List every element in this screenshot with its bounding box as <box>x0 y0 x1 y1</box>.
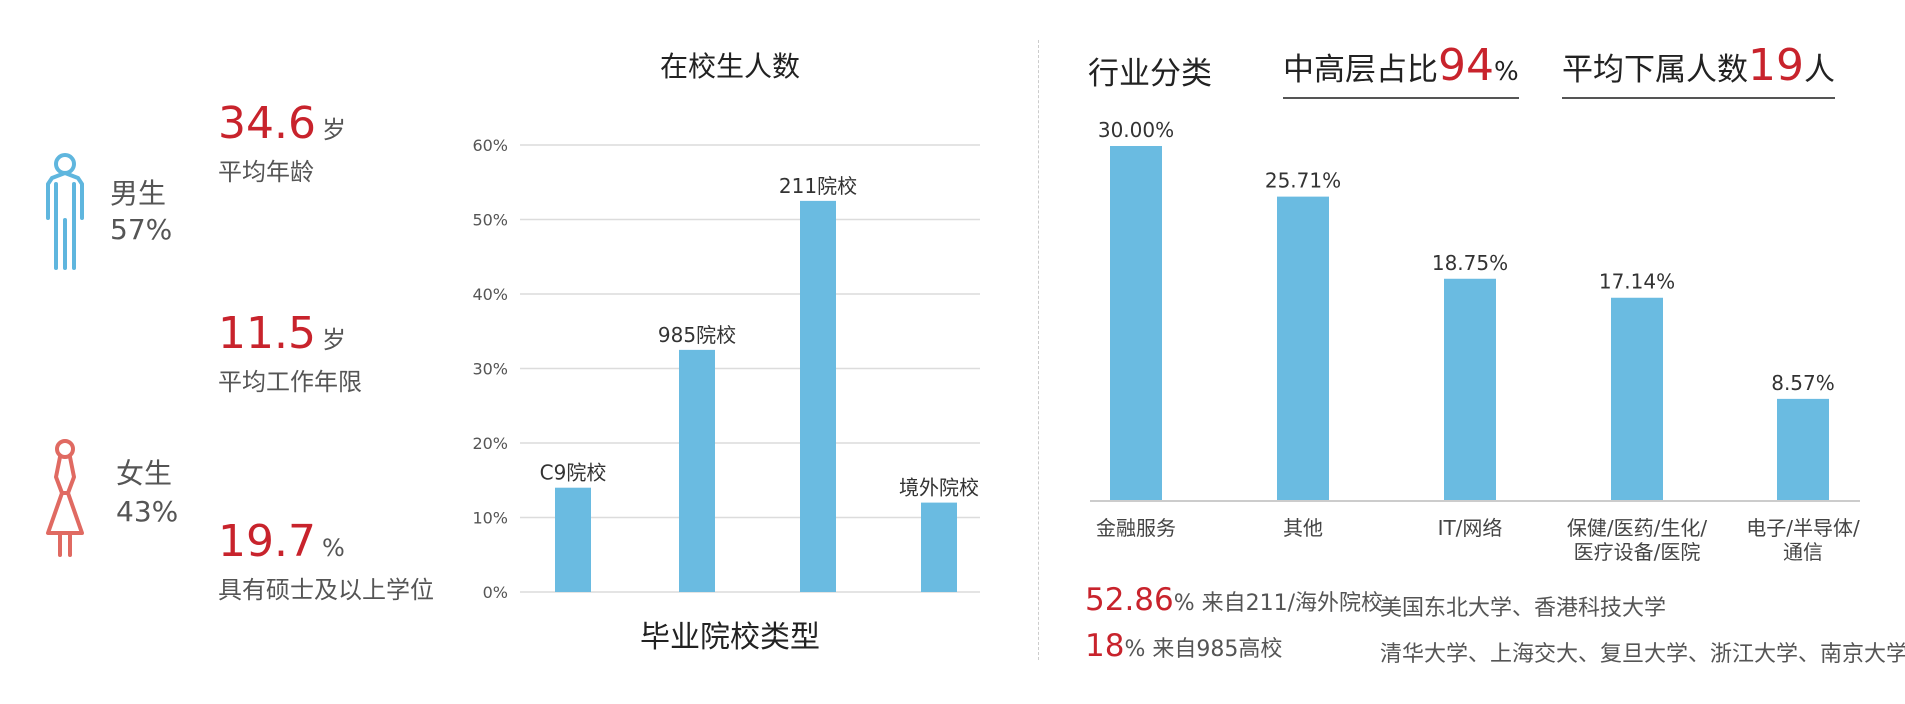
mid-senior-value: 94 <box>1438 40 1494 91</box>
industry-chart: 30.00% 金融服务 25.71% 其他 18.75% IT/网络 17.14% 保健/医药… <box>1090 118 1860 564</box>
male-percent: 57% <box>110 213 173 246</box>
bar-value-label: 18.75% <box>1432 251 1508 275</box>
x-tick-label: 通信 <box>1783 540 1823 564</box>
x-tick-label: 医疗设备/医院 <box>1574 540 1701 564</box>
y-tick-label: 60% <box>472 136 508 155</box>
stat-desc: 平均年龄 <box>218 158 314 186</box>
stat-unit: 岁 <box>321 326 346 354</box>
y-tick-label: 50% <box>472 211 508 230</box>
chart-title: 在校生人数 <box>660 50 800 83</box>
bar <box>1110 146 1162 500</box>
y-tick-label: 10% <box>472 509 508 528</box>
bar-value-label: 8.57% <box>1771 371 1835 395</box>
bar <box>921 502 957 592</box>
bar <box>1444 278 1496 500</box>
y-tick-label: 20% <box>472 434 508 453</box>
footer-value: 52.86 <box>1085 582 1174 618</box>
mid-senior-label: 中高层占比 <box>1283 52 1438 88</box>
x-axis-label: 毕业院校类型 <box>640 620 820 655</box>
mid-senior-ratio: 中高层占比94% <box>1283 40 1519 99</box>
stat-unit: 岁 <box>321 116 346 144</box>
x-tick-label: IT/网络 <box>1438 516 1503 540</box>
footer-row-211: 52.86% 来自211/海外院校 <box>1085 582 1383 618</box>
bar-category-label: 境外院校 <box>899 476 979 500</box>
section-divider <box>1038 40 1039 660</box>
stat-average-age: 34.6 岁 平均年龄 <box>218 100 346 187</box>
stat-value: 11.5 <box>218 308 316 359</box>
female-percent: 43% <box>116 495 179 528</box>
footer-row-985: 18% 来自985高校 <box>1085 628 1282 664</box>
x-tick-label: 保健/医药/生化/ <box>1567 516 1707 540</box>
y-tick-label: 0% <box>483 583 508 602</box>
footer-value: 18 <box>1085 628 1125 664</box>
bar <box>679 349 715 592</box>
bar <box>1777 398 1829 500</box>
subordinates-unit: 人 <box>1804 52 1835 88</box>
male-label: 男生 <box>110 177 167 210</box>
subordinates-label: 平均下属人数 <box>1562 52 1748 88</box>
stat-unit: % <box>321 534 345 562</box>
mid-senior-unit: % <box>1494 57 1519 87</box>
bar-value-label: 25.71% <box>1265 169 1341 193</box>
stat-masters-degree: 19.7% 具有硕士及以上学位 <box>218 518 434 605</box>
x-tick-label: 电子/半导体/ <box>1746 516 1860 540</box>
stat-desc: 具有硕士及以上学位 <box>218 576 434 604</box>
stat-value: 34.6 <box>218 98 316 149</box>
male-figure-icon <box>40 150 90 270</box>
bar-value-label: 17.14% <box>1599 270 1675 294</box>
female-figure-icon <box>40 437 90 557</box>
x-tick-label: 金融服务 <box>1096 516 1176 540</box>
footer-text: % 来自985高校 <box>1124 637 1283 662</box>
stat-desc: 平均工作年限 <box>218 368 362 396</box>
y-tick-label: 40% <box>472 285 508 304</box>
industry-title: 行业分类 <box>1088 56 1212 92</box>
female-label: 女生 <box>116 457 173 490</box>
x-tick-label: 其他 <box>1283 516 1323 540</box>
bar <box>1611 297 1663 500</box>
stat-value: 19.7 <box>218 516 316 567</box>
subordinates-value: 19 <box>1748 40 1804 91</box>
bar-category-label: 211院校 <box>779 174 857 198</box>
footer-schools-211: 美国东北大学、香港科技大学 <box>1380 596 1667 621</box>
stat-average-work-years: 11.5 岁 平均工作年限 <box>218 310 362 397</box>
avg-subordinates: 平均下属人数19人 <box>1562 40 1835 99</box>
school-type-chart: 在校生人数 0% 10% 20% 30% 40% 50% 60% C9院校 985院校 211院校境… <box>472 50 980 655</box>
y-tick-label: 30% <box>472 360 508 379</box>
bar <box>555 487 591 592</box>
footer-schools-985: 清华大学、上海交大、复旦大学、浙江大学、南京大学…… <box>1380 642 1905 667</box>
bar <box>800 200 836 592</box>
bar-value-label: 30.00% <box>1098 118 1174 142</box>
bar <box>1277 196 1329 500</box>
bar-category-label: 985院校 <box>658 323 736 347</box>
footer-text: % 来自211/海外院校 <box>1173 591 1384 616</box>
bar-category-label: C9院校 <box>540 461 607 485</box>
